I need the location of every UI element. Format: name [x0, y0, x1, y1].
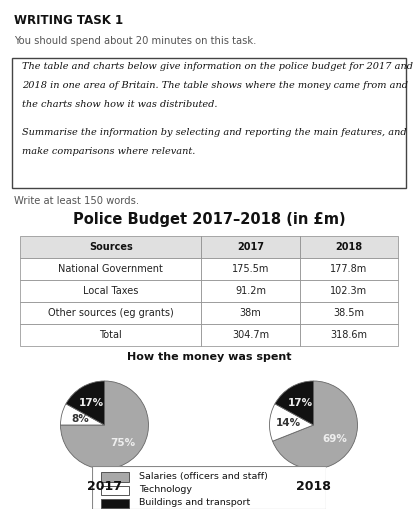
- Text: Summarise the information by selecting and reporting the main features, and: Summarise the information by selecting a…: [22, 128, 406, 137]
- Text: 14%: 14%: [275, 418, 301, 429]
- Text: make comparisons where relevant.: make comparisons where relevant.: [22, 147, 195, 156]
- Text: 8%: 8%: [71, 414, 89, 423]
- Text: 2018 in one area of Britain. The table shows where the money came from and: 2018 in one area of Britain. The table s…: [22, 81, 408, 90]
- Wedge shape: [66, 381, 104, 425]
- Text: 75%: 75%: [110, 438, 135, 448]
- Bar: [101, 499, 130, 508]
- Wedge shape: [275, 381, 314, 425]
- Text: WRITING TASK 1: WRITING TASK 1: [14, 14, 123, 27]
- Wedge shape: [61, 404, 104, 425]
- Text: 2017: 2017: [87, 480, 122, 493]
- Text: 17%: 17%: [79, 398, 104, 408]
- Text: Salaries (officers and staff): Salaries (officers and staff): [139, 472, 268, 481]
- Text: You should spend about 20 minutes on this task.: You should spend about 20 minutes on thi…: [14, 36, 256, 46]
- Text: Write at least 150 words.: Write at least 150 words.: [14, 196, 139, 206]
- Text: The table and charts below give information on the police budget for 2017 and: The table and charts below give informat…: [22, 62, 413, 71]
- Wedge shape: [61, 381, 148, 469]
- Text: 2018: 2018: [296, 480, 331, 493]
- Wedge shape: [270, 404, 314, 441]
- Wedge shape: [273, 381, 357, 469]
- Text: the charts show how it was distributed.: the charts show how it was distributed.: [22, 100, 217, 109]
- Text: Technology: Technology: [139, 485, 192, 495]
- Text: Buildings and transport: Buildings and transport: [139, 498, 250, 507]
- Text: Police Budget 2017–2018 (in £m): Police Budget 2017–2018 (in £m): [73, 212, 345, 227]
- Text: 17%: 17%: [288, 398, 313, 408]
- Bar: [101, 485, 130, 495]
- Bar: [101, 473, 130, 482]
- FancyBboxPatch shape: [12, 58, 406, 188]
- Text: 69%: 69%: [322, 434, 347, 444]
- Text: How the money was spent: How the money was spent: [127, 352, 291, 362]
